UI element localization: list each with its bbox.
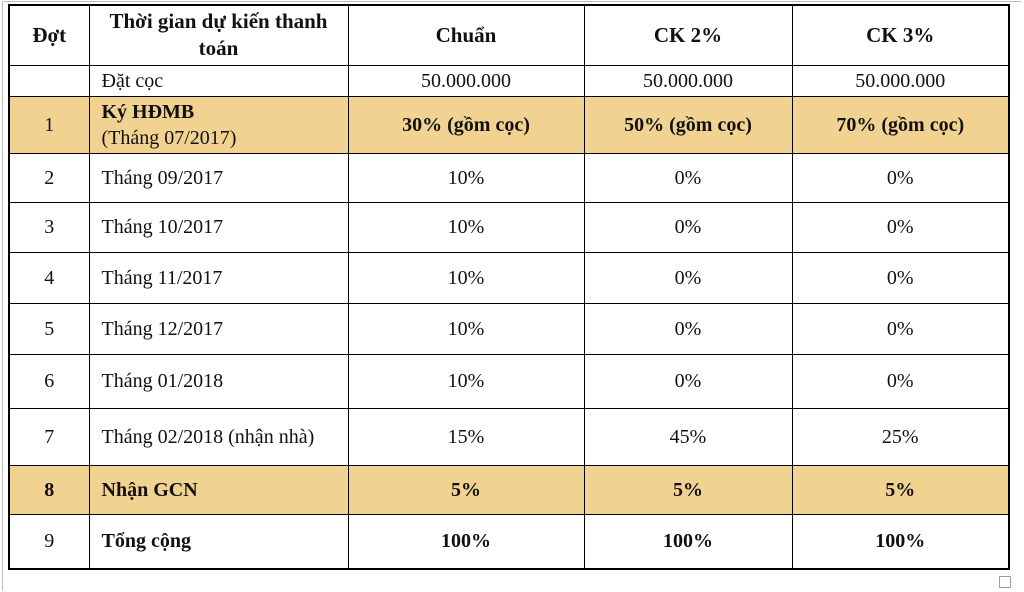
cell-ck2-value: 50% (gồm cọc) [583,95,793,154]
table-row: 5 Tháng 12/2017 10% 0% 0% [8,302,1010,355]
cell-chuan-value: 100% [347,513,585,570]
cell-ck2-value: 45% [583,407,793,466]
cell-chuan-value: 30% (gồm cọc) [347,95,585,154]
column-header-chuan: Chuẩn [347,4,585,66]
header-row: Đợt Thời gian dự kiến thanh toán Chuẩn C… [8,4,1010,66]
cell-ck2-value: 5% [583,464,793,515]
cell-ck3-value: 0% [791,251,1010,304]
cell-ck3-value: 25% [791,407,1010,466]
cell-ck3-value: 50.000.000 [791,64,1010,97]
table-row: 2 Tháng 09/2017 10% 0% 0% [8,152,1010,203]
table-resize-handle[interactable] [999,576,1011,588]
cell-installment-number: 6 [8,353,90,409]
cell-ck3-value: 0% [791,201,1010,253]
cell-chuan-value: 10% [347,152,585,203]
cell-ck3-value: 5% [791,464,1010,515]
column-header-ck2: CK 2% [583,4,793,66]
cell-installment-number: 8 [8,464,90,515]
cell-ck2-value: 0% [583,302,793,355]
cell-installment-number: 2 [8,152,90,203]
cell-ck3-value: 0% [791,152,1010,203]
cell-installment-number: 3 [8,201,90,253]
cell-ck3-value: 0% [791,302,1010,355]
cell-payment-time: Tháng 01/2018 [88,353,349,409]
cell-installment-number: 1 [8,95,90,154]
payment-schedule-table: Đợt Thời gian dự kiến thanh toán Chuẩn C… [8,4,1010,571]
cell-payment-time: Nhận GCN [88,464,349,515]
table-row: 8 Nhận GCN 5% 5% 5% [8,464,1010,515]
cell-installment-number: 9 [8,513,90,570]
cell-chuan-value: 15% [347,407,585,466]
cell-installment-number: 7 [8,407,90,466]
cell-chuan-value: 10% [347,251,585,304]
table-row: Đặt cọc 50.000.000 50.000.000 50.000.000 [8,64,1010,97]
cell-payment-time: Ký HĐMB (Tháng 07/2017) [88,95,349,154]
cell-ck2-value: 0% [583,353,793,409]
cell-chuan-value: 10% [347,201,585,253]
cell-chuan-value: 10% [347,353,585,409]
cell-ck3-value: 0% [791,353,1010,409]
cell-payment-time: Tháng 11/2017 [88,251,349,304]
cell-payment-time: Tổng cộng [88,513,349,570]
table-row: 4 Tháng 11/2017 10% 0% 0% [8,251,1010,304]
table-row: 9 Tổng cộng 100% 100% 100% [8,513,1010,570]
cell-payment-time: Tháng 10/2017 [88,201,349,253]
cell-installment-number [8,64,90,97]
cell-payment-time: Tháng 09/2017 [88,152,349,203]
payment-schedule: Đợt Thời gian dự kiến thanh toán Chuẩn C… [8,4,1010,571]
column-header-ck3: CK 3% [791,4,1010,66]
table-row: 3 Tháng 10/2017 10% 0% 0% [8,201,1010,253]
cell-chuan-value: 50.000.000 [347,64,585,97]
cell-ck2-value: 0% [583,152,793,203]
table-row: 6 Tháng 01/2018 10% 0% 0% [8,353,1010,409]
cell-installment-number: 4 [8,251,90,304]
cell-ck2-value: 100% [583,513,793,570]
cell-chuan-value: 10% [347,302,585,355]
column-header-dot: Đợt [8,4,90,66]
column-header-time: Thời gian dự kiến thanh toán [88,4,349,66]
cell-chuan-value: 5% [347,464,585,515]
cell-payment-time: Đặt cọc [88,64,349,97]
cell-ck2-value: 50.000.000 [583,64,793,97]
cell-ck2-value: 0% [583,201,793,253]
cell-payment-time: Tháng 02/2018 (nhận nhà) [88,407,349,466]
cell-installment-number: 5 [8,302,90,355]
cell-ck2-value: 0% [583,251,793,304]
table-body: Đặt cọc 50.000.000 50.000.000 50.000.000 1 Ký… [8,64,1010,570]
cell-payment-time: Tháng 12/2017 [88,302,349,355]
table-row: 7 Tháng 02/2018 (nhận nhà) 15% 45% 25% [8,407,1010,466]
cell-ck3-value: 70% (gồm cọc) [791,95,1010,154]
table-row: 1 Ký HĐMB (Tháng 07/2017) 30% (gồm cọc) 50% … [8,95,1010,154]
cell-ck3-value: 100% [791,513,1010,570]
